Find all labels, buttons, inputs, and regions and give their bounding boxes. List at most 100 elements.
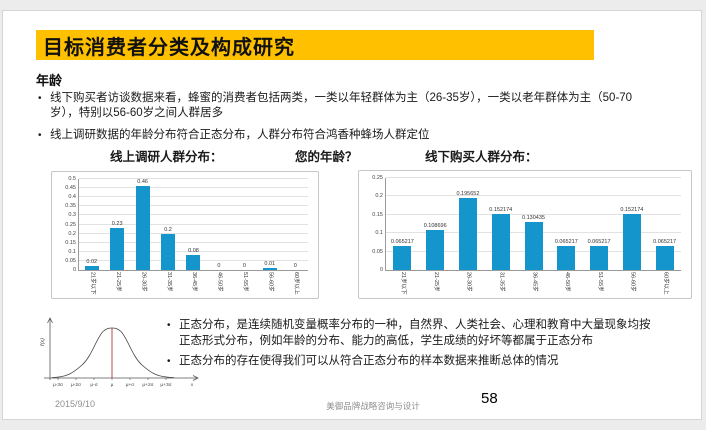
bar-value-label: 0.065217 bbox=[554, 239, 578, 246]
slide-title-bar: 目标消费者分类及构成研究 bbox=[36, 30, 594, 60]
bar-cell: 0.065217 bbox=[550, 178, 583, 270]
svg-text:μ: μ bbox=[111, 383, 114, 388]
y-axis-tick-label: 0.3 bbox=[68, 212, 76, 219]
bell-curve bbox=[51, 327, 175, 378]
bar bbox=[426, 230, 445, 270]
x-axis-labels: 21岁以下 21-25岁 26-30岁 31-35岁 36-45岁 46-50岁 51-55… bbox=[79, 270, 308, 296]
gridline bbox=[79, 205, 308, 207]
x-axis-category-label: 56-60岁 bbox=[267, 272, 274, 292]
bar-value-label: 0.065217 bbox=[653, 239, 677, 246]
bar bbox=[524, 222, 543, 270]
bar-value-label: 0.46 bbox=[137, 179, 148, 186]
y-axis-tick-label: 0.05 bbox=[65, 257, 76, 264]
bar-value-label: 0.065217 bbox=[587, 239, 611, 246]
bar-value-label: 0.02 bbox=[86, 259, 98, 266]
bar-value-label: 0.152174 bbox=[489, 207, 513, 213]
bar bbox=[135, 186, 150, 270]
svg-text:μ-2σ: μ-2σ bbox=[71, 382, 81, 388]
chart-plot: 0 0.05 0.1 0.15 0.2 0.25 0.3 0.35 0.4 0.45 0.5 0.02… bbox=[65, 176, 308, 295]
footer-company: 美御品牌战略咨询与设计 bbox=[326, 401, 420, 411]
gridline bbox=[79, 178, 308, 179]
x-cell: 21-25岁 bbox=[419, 270, 452, 296]
y-axis-tick-label: 0.5 bbox=[68, 176, 76, 182]
y-axis-tick-label: 0.25 bbox=[372, 175, 383, 181]
x-axis-category-label: 31-35岁 bbox=[165, 272, 172, 292]
chart-plot: 0 0.05 0.1 0.15 0.2 0.25 0.065217 0.108696 0.195… bbox=[372, 175, 681, 295]
x-cell: 56-60岁 bbox=[257, 270, 282, 296]
bar bbox=[491, 214, 510, 270]
x-cell: 26-30岁 bbox=[130, 270, 155, 296]
x-cell: 21岁以下 bbox=[79, 270, 104, 296]
x-cell: 60岁以上 bbox=[283, 270, 308, 296]
bar-cell: 0 bbox=[206, 179, 231, 270]
x-axis-category-label: 21岁以下 bbox=[400, 272, 407, 295]
bar-value-label: 0.23 bbox=[111, 221, 123, 228]
bar-cell: 0.2 bbox=[155, 179, 180, 270]
x-cell: 31-35岁 bbox=[484, 270, 517, 296]
bar bbox=[622, 214, 641, 270]
bar-value-label: 0 bbox=[217, 263, 221, 269]
svg-text:μ+3σ: μ+3σ bbox=[160, 382, 171, 388]
bar-cell: 0 bbox=[232, 179, 257, 270]
footer-date: 2015/9/10 bbox=[55, 399, 96, 409]
age-bullets: 线下购买者访谈数据来看，蜂蜜的消费者包括两类，一类以年轻群体为主（26-35岁）… bbox=[36, 91, 654, 150]
gridline bbox=[386, 195, 681, 197]
bullet-item: 正态分布，是连续随机变量概率分布的一种，自然界、人类社会、心理和教育中大量现象均… bbox=[165, 318, 651, 349]
bar bbox=[84, 266, 99, 270]
svg-text:μ-3σ: μ-3σ bbox=[53, 382, 63, 388]
gridline bbox=[79, 241, 308, 243]
gridline bbox=[79, 214, 308, 216]
bar-cell: 0.195652 bbox=[452, 178, 485, 270]
y-axis-tick-label: 0.1 bbox=[375, 230, 383, 237]
slide: 目标消费者分类及构成研究 年龄 线下购买者访谈数据来看，蜂蜜的消费者包括两类，一… bbox=[2, 10, 702, 420]
x-cell: 60岁以上 bbox=[648, 270, 681, 296]
chart-bars: 0.02 0.23 0.46 0.2 0.08 0 0 0.01 0 bbox=[79, 179, 308, 270]
bullet-item: 正态分布的存在使得我们可以从符合正态分布的样本数据来推断总体的情况 bbox=[165, 354, 651, 370]
curve-tick-marks bbox=[57, 378, 167, 380]
gridline bbox=[79, 187, 308, 189]
gridline bbox=[386, 213, 681, 215]
caption-online-survey: 线上调研人群分布： bbox=[110, 150, 223, 164]
bar-value-label: 0 bbox=[293, 263, 297, 269]
bar-value-label: 0 bbox=[242, 263, 246, 269]
bar-value-label: 0.2 bbox=[164, 226, 172, 233]
bar bbox=[161, 233, 176, 270]
x-axis-labels: 21岁以下 21-25岁 26-30岁 31-35岁 36-45岁 46-50岁 51-55… bbox=[386, 270, 681, 296]
bar-cell: 0 bbox=[283, 179, 308, 270]
y-axis-tick-label: 0.4 bbox=[68, 194, 76, 201]
x-cell: 51-55岁 bbox=[232, 270, 257, 296]
y-axis-tick-label: 0.15 bbox=[372, 211, 383, 218]
gridline bbox=[79, 250, 308, 252]
bar-cell: 0.23 bbox=[104, 179, 129, 270]
bar-cell: 0.152174 bbox=[615, 178, 648, 270]
bar-value-label: 0.065217 bbox=[390, 239, 414, 246]
x-axis-category-label: 60岁以上 bbox=[292, 272, 299, 295]
y-axis-tick-label: 0.15 bbox=[65, 239, 76, 246]
bar bbox=[557, 246, 576, 270]
section-heading-age: 年龄 bbox=[36, 73, 63, 88]
bullet-item: 线上调研数据的年龄分布符合正态分布，人群分布符合鸿香种蜂场人群定位 bbox=[36, 128, 654, 143]
y-axis-tick-label: 0.25 bbox=[65, 221, 76, 228]
svg-text:μ-σ: μ-σ bbox=[90, 383, 97, 388]
bar-cell: 0.065217 bbox=[648, 178, 681, 270]
x-cell: 46-50岁 bbox=[206, 270, 231, 296]
x-cell: 36-45岁 bbox=[181, 270, 206, 296]
y-axis-tick-label: 0 bbox=[379, 267, 383, 273]
bar-cell: 0.46 bbox=[130, 179, 155, 270]
x-cell: 36-45岁 bbox=[517, 270, 550, 296]
x-cell: 31-35岁 bbox=[155, 270, 180, 296]
bar-cell: 0.108696 bbox=[419, 178, 452, 270]
x-axis-arrow-icon bbox=[192, 375, 199, 381]
curve-ylabel: f(x) bbox=[40, 338, 46, 346]
bullet-item: 线下购买者访谈数据来看，蜂蜜的消费者包括两类，一类以年轻群体为主（26-35岁）… bbox=[36, 91, 654, 121]
offline-purchase-chart: 0 0.05 0.1 0.15 0.2 0.25 0.065217 0.108696 0.195… bbox=[358, 170, 692, 299]
bar bbox=[458, 198, 477, 270]
bar-cell: 0.152174 bbox=[484, 178, 517, 270]
bar-cell: 0.02 bbox=[79, 179, 104, 270]
bar bbox=[393, 246, 412, 270]
x-axis-category-label: 36-45岁 bbox=[531, 272, 538, 292]
bar-value-label: 0.08 bbox=[188, 248, 199, 255]
y-axis-tick-label: 0.35 bbox=[65, 203, 76, 210]
bar bbox=[186, 255, 201, 270]
